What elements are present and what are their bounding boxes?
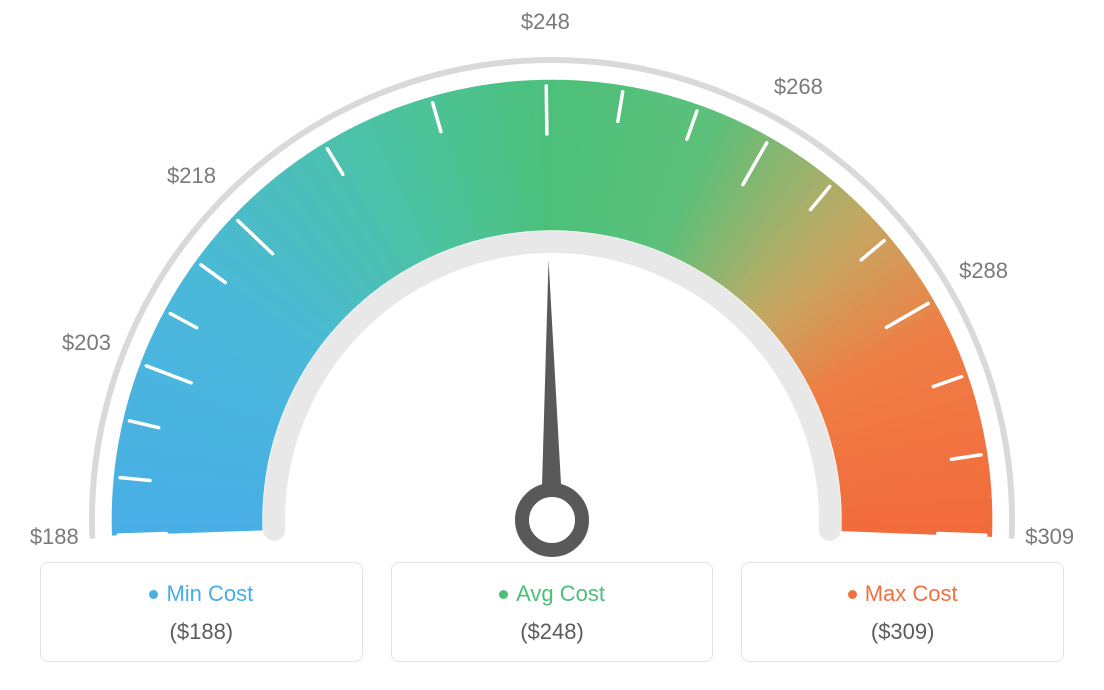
gauge-svg	[0, 0, 1104, 560]
legend-label-max: Max Cost	[865, 581, 958, 607]
legend-value-min: ($188)	[51, 619, 352, 645]
legend-dot-min	[149, 590, 158, 599]
legend-title-avg: Avg Cost	[499, 581, 605, 607]
legend-card-max: Max Cost ($309)	[741, 562, 1064, 662]
legend-dot-avg	[499, 590, 508, 599]
tick-label: $248	[521, 9, 570, 35]
tick-label: $309	[1025, 524, 1074, 550]
tick-label: $288	[959, 258, 1008, 284]
legend-value-avg: ($248)	[402, 619, 703, 645]
tick-label: $268	[774, 74, 823, 100]
gauge-area: $188 $203 $218 $248 $268 $288 $309	[0, 0, 1104, 560]
tick-label: $203	[62, 330, 111, 356]
gauge-chart-container: $188 $203 $218 $248 $268 $288 $309 Min Cost ($…	[0, 0, 1104, 690]
legend-label-min: Min Cost	[166, 581, 253, 607]
legend-title-min: Min Cost	[149, 581, 253, 607]
legend-value-max: ($309)	[752, 619, 1053, 645]
legend-label-avg: Avg Cost	[516, 581, 605, 607]
legend-dot-max	[848, 590, 857, 599]
tick-label: $188	[30, 524, 79, 550]
legend-title-max: Max Cost	[848, 581, 958, 607]
legend-card-min: Min Cost ($188)	[40, 562, 363, 662]
tick-label: $218	[167, 163, 216, 189]
legend-card-avg: Avg Cost ($248)	[391, 562, 714, 662]
legend-row: Min Cost ($188) Avg Cost ($248) Max Cost…	[40, 562, 1064, 662]
